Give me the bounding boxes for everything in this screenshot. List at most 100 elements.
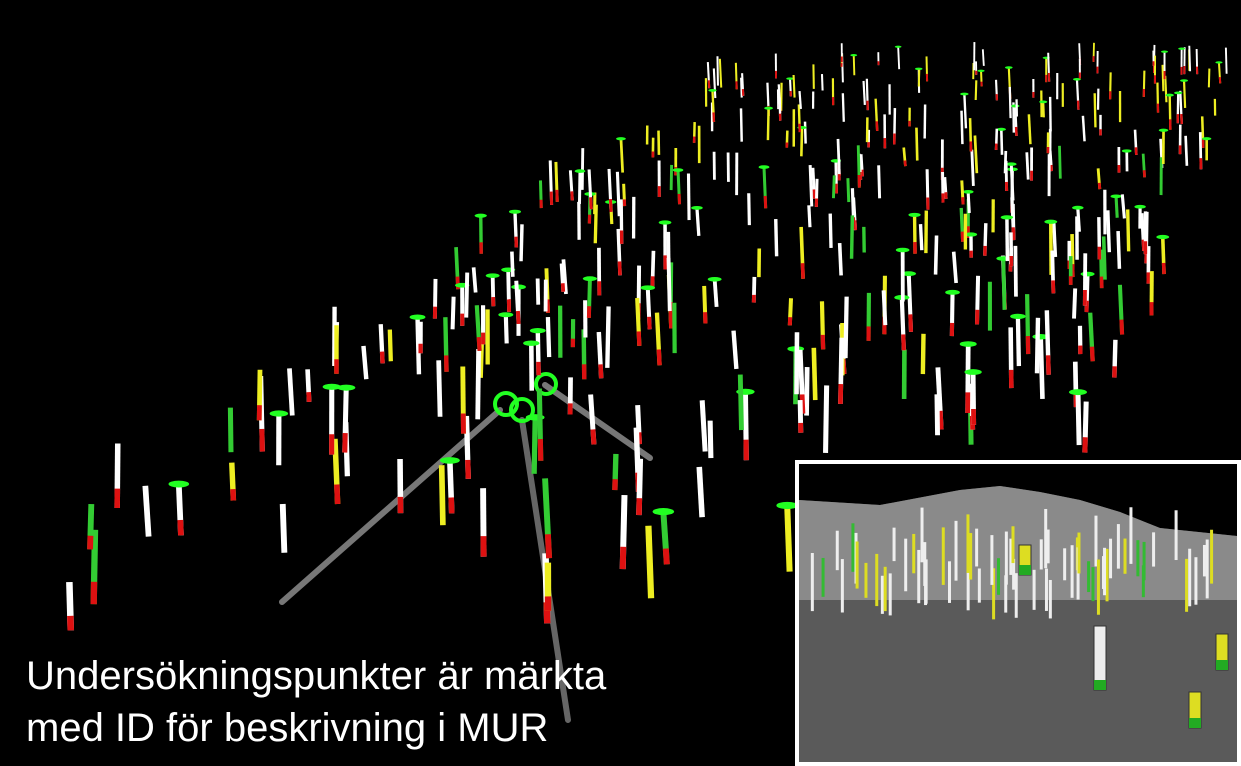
borehole — [936, 235, 937, 274]
borehole — [962, 111, 963, 144]
borehole — [720, 59, 721, 88]
borehole — [976, 80, 977, 100]
borehole — [843, 93, 844, 122]
borehole-cap — [653, 508, 675, 515]
borehole-cap — [659, 220, 672, 224]
borehole — [1122, 194, 1124, 218]
borehole — [937, 394, 938, 435]
caption-line: Undersökningspunkter är märkta — [26, 652, 606, 700]
borehole-cap — [964, 369, 981, 375]
borehole — [607, 306, 608, 367]
borehole-base — [619, 261, 620, 275]
borehole-cap — [1005, 66, 1013, 69]
borehole — [1074, 288, 1075, 318]
borehole-cap — [1159, 129, 1169, 132]
borehole — [833, 175, 834, 198]
borehole — [830, 214, 831, 248]
borehole — [822, 74, 823, 90]
inset-borehole-base — [1216, 660, 1228, 670]
borehole-base — [518, 311, 519, 324]
borehole-base — [262, 429, 263, 452]
borehole — [741, 108, 742, 141]
borehole — [801, 128, 802, 157]
borehole — [1108, 210, 1109, 252]
borehole-cap — [673, 168, 684, 172]
borehole-cap — [583, 276, 597, 281]
borehole-cap — [708, 277, 722, 282]
borehole — [1226, 48, 1227, 74]
borehole-cap — [440, 457, 460, 464]
borehole — [1095, 93, 1096, 127]
borehole — [1209, 69, 1210, 88]
borehole — [1118, 231, 1119, 269]
borehole — [898, 47, 899, 69]
borehole — [582, 148, 583, 190]
borehole — [864, 81, 865, 105]
borehole — [919, 70, 920, 87]
borehole — [1078, 208, 1080, 232]
borehole-cap — [960, 93, 969, 96]
borehole-base — [765, 196, 766, 208]
borehole — [1005, 151, 1006, 173]
page: {"caption": {"lines": ["Undersökningspun… — [0, 0, 1241, 766]
borehole — [1003, 259, 1004, 310]
borehole — [1186, 136, 1187, 166]
borehole-base — [940, 411, 941, 430]
borehole — [954, 252, 956, 283]
borehole-cap — [1161, 50, 1168, 52]
borehole-cap — [509, 210, 521, 214]
borehole — [1010, 87, 1011, 118]
borehole-cap — [1174, 91, 1182, 94]
borehole-base — [593, 429, 594, 444]
borehole-base — [468, 460, 469, 479]
inset-borehole-base — [1189, 718, 1201, 728]
borehole — [145, 486, 148, 537]
borehole-cap — [895, 46, 902, 48]
inset-borehole-base — [1094, 680, 1106, 690]
borehole — [921, 224, 922, 250]
borehole-cap — [1069, 389, 1087, 395]
borehole — [846, 297, 847, 359]
borehole — [595, 205, 596, 244]
borehole-cap — [523, 340, 539, 345]
borehole — [923, 334, 924, 374]
borehole-cap — [641, 285, 656, 290]
borehole-cap — [575, 169, 586, 173]
borehole — [840, 243, 841, 275]
borehole-cap — [1202, 137, 1211, 140]
borehole — [768, 108, 769, 140]
borehole — [699, 467, 702, 517]
borehole-cap — [270, 410, 289, 416]
borehole-cap — [1165, 94, 1174, 97]
borehole — [1165, 76, 1166, 102]
borehole — [538, 279, 539, 305]
borehole — [714, 68, 715, 98]
borehole — [968, 192, 969, 213]
borehole — [390, 330, 391, 362]
borehole-cap — [896, 248, 910, 253]
borehole — [787, 505, 789, 571]
borehole — [1015, 246, 1016, 297]
borehole-cap — [323, 384, 341, 390]
borehole-base — [572, 191, 573, 200]
borehole — [453, 297, 454, 330]
borehole-cap — [168, 481, 189, 488]
borehole-cap — [1072, 206, 1084, 210]
borehole-base — [548, 534, 549, 558]
borehole-base — [479, 337, 480, 351]
borehole-base — [639, 331, 640, 345]
borehole-base — [382, 352, 383, 364]
borehole-base — [903, 334, 904, 350]
borehole — [1128, 209, 1129, 251]
borehole — [734, 331, 737, 369]
borehole-base — [600, 364, 601, 378]
borehole-cap — [530, 328, 546, 333]
borehole — [1041, 337, 1043, 399]
borehole — [466, 273, 467, 318]
borehole — [439, 360, 440, 416]
borehole-base — [623, 547, 624, 569]
borehole — [283, 504, 285, 553]
borehole — [1116, 196, 1117, 217]
borehole — [648, 526, 651, 598]
borehole-cap — [691, 206, 703, 210]
